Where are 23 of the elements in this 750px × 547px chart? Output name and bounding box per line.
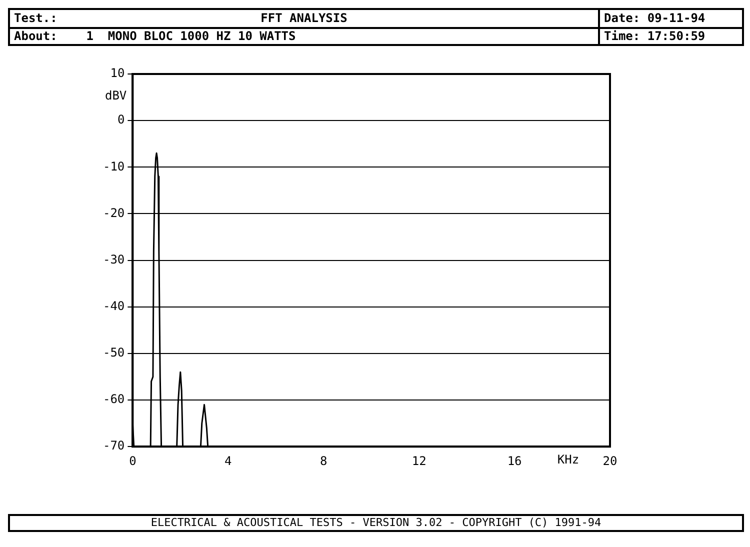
x-tick-label: 12 <box>412 454 426 468</box>
y-tick-label: -50 <box>102 346 125 360</box>
x-tick-label: 16 <box>507 454 522 468</box>
text: About: 1 MONO BLOC 1000 HZ 10 WATTS <box>14 29 296 43</box>
x-tick-label: 20 <box>602 454 618 468</box>
y-axis-title: dBV <box>104 88 127 103</box>
y-tick-label: 0 <box>117 112 125 127</box>
y-tick-label: -10 <box>102 159 125 174</box>
y-tick-label: -20 <box>102 206 125 220</box>
x-tick-label: 8 <box>320 454 328 468</box>
text: Test.: <box>14 11 58 25</box>
text: Date: 09-11-94 <box>604 11 706 25</box>
y-tick-label: 10 <box>110 66 125 80</box>
y-tick-label: -70 <box>102 438 125 453</box>
x-tick-label: 4 <box>224 454 232 468</box>
x-tick-label: 0 <box>129 454 136 468</box>
x-axis-title: KHz <box>557 452 580 467</box>
y-tick-label: -30 <box>102 252 125 266</box>
y-tick-label: -60 <box>102 392 125 406</box>
chart-title: FFT ANALYSIS <box>260 11 348 25</box>
y-tick-label: -40 <box>102 299 125 313</box>
text: Time: 17:50:59 <box>604 29 706 43</box>
text: ELECTRICAL & ACOUSTICAL TESTS - VERSION 3.02 - COPYRIGHT (C) 1991-94 <box>150 516 602 529</box>
